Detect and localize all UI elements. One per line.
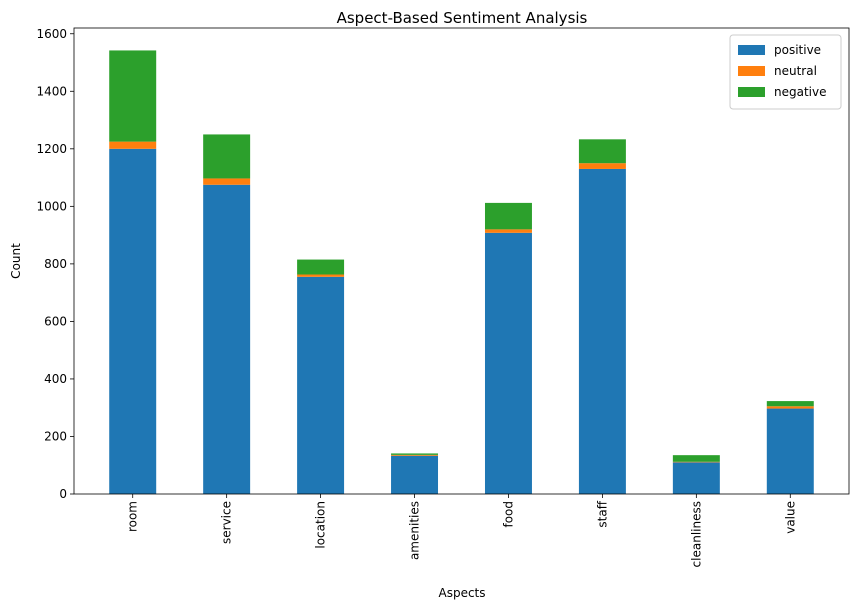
bar-neutral-food [484,229,532,233]
y-axis-ticks: 0 200 400 600 800 1000 1200 1400 1600 [36,27,74,501]
y-axis-label: Count [9,243,23,279]
y-tick-label: 200 [44,429,67,443]
bar-negative-value [766,401,814,407]
bar-neutral-staff [578,163,626,169]
x-tick-label-room: room [126,501,140,532]
y-tick-label: 1000 [36,199,67,213]
bar-positive-food [484,232,532,494]
legend: positive neutral negative [729,34,842,110]
bar-negative-room [109,50,157,142]
bar-neutral-cleanliness [672,461,720,463]
legend-label-positive: positive [774,43,821,57]
bar-neutral-location [297,274,345,277]
legend-swatch-positive [738,45,765,55]
x-tick-label-cleanliness: cleanliness [689,501,703,567]
y-tick-label: 600 [44,314,67,328]
x-tick-label-food: food [501,501,515,528]
x-tick-label-amenities: amenities [408,501,422,560]
bar-neutral-amenities [391,454,439,456]
chart-title: Aspect-Based Sentiment Analysis [337,9,588,27]
bar-positive-service [203,184,251,494]
plot-frame [73,27,850,495]
bar-neutral-value [766,406,814,409]
bar-positive-cleanliness [672,462,720,494]
bar-negative-staff [578,139,626,164]
bar-negative-location [297,259,345,275]
x-tick-label-staff: staff [595,500,609,527]
x-axis-label: Aspects [438,586,485,600]
y-tick-label: 0 [59,487,67,501]
bar-negative-amenities [391,453,439,455]
y-tick-label: 1200 [36,142,67,156]
x-tick-label-value: value [783,501,797,534]
bar-positive-room [109,148,157,494]
bar-positive-value [766,408,814,494]
legend-label-negative: negative [774,85,826,99]
y-tick-label: 400 [44,372,67,386]
y-tick-label: 800 [44,257,67,271]
legend-label-neutral: neutral [774,64,817,78]
bar-neutral-service [203,178,251,185]
bar-positive-amenities [391,455,439,494]
legend-swatch-neutral [738,66,765,76]
bar-negative-service [203,134,251,179]
bar-neutral-room [109,141,157,149]
bar-negative-cleanliness [672,455,720,462]
y-tick-label: 1600 [36,27,67,41]
y-tick-label: 1400 [36,84,67,98]
bars-layer [109,50,814,494]
legend-swatch-negative [738,87,765,97]
bar-positive-staff [578,168,626,494]
bar-negative-food [484,202,532,230]
bar-positive-location [297,276,345,494]
x-axis-ticks: room service location amenities food staff cle… [126,494,797,567]
x-tick-label-service: service [220,501,234,544]
x-tick-label-location: location [314,501,328,549]
